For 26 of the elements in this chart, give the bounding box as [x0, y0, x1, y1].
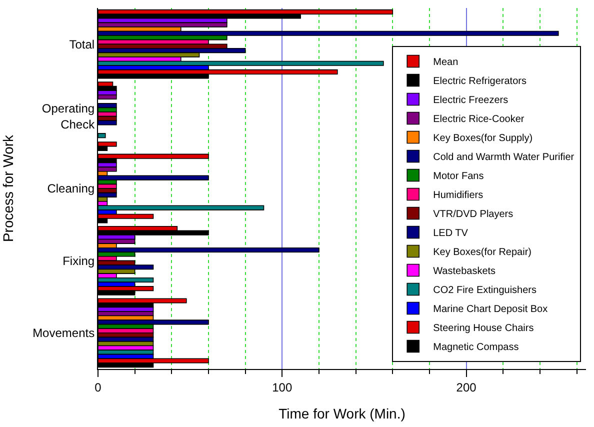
legend-label: Magnetic Compass [433, 342, 519, 354]
legend-label: Marine Chart Deposit Box [433, 304, 548, 316]
legend-label: Steering House Chairs [433, 323, 534, 334]
legend-label: VTR/DVD Players [433, 209, 514, 220]
legend-label: Electric Refrigerators [433, 76, 526, 88]
y-tick-label: Movements [32, 326, 95, 340]
legend-label: Key Boxes(for Repair) [433, 247, 532, 258]
x-tick-label: 0 [94, 380, 102, 394]
legend-label: Key Boxes(for Supply) [433, 133, 533, 144]
x-tick-label: 100 [272, 380, 292, 394]
legend-label: Mean [433, 57, 458, 68]
legend-label: Electric Freezers [433, 95, 508, 106]
x-axis-title: Time for Work (Min.) [278, 406, 406, 422]
y-tick-label: Cleaning [47, 182, 95, 196]
x-tick-label: 200 [456, 380, 477, 394]
legend-label: Cold and Warmth Water Purifier [433, 152, 575, 164]
legend-label: Motor Fans [433, 171, 484, 182]
y-axis-title: Process for Work [0, 134, 16, 242]
y-tick-label: Fixing [62, 254, 95, 268]
legend-label: Humidifiers [433, 190, 484, 202]
y-tick-label: Operating Check [42, 102, 96, 132]
y-tick-label: Total [69, 37, 95, 52]
legend-label: LED TV [433, 228, 468, 240]
legend-label: Wastebaskets [433, 266, 496, 278]
legend-label: Electric Rice-Cooker [433, 114, 525, 126]
legend-label: CO2 Fire Extinguishers [433, 285, 536, 296]
